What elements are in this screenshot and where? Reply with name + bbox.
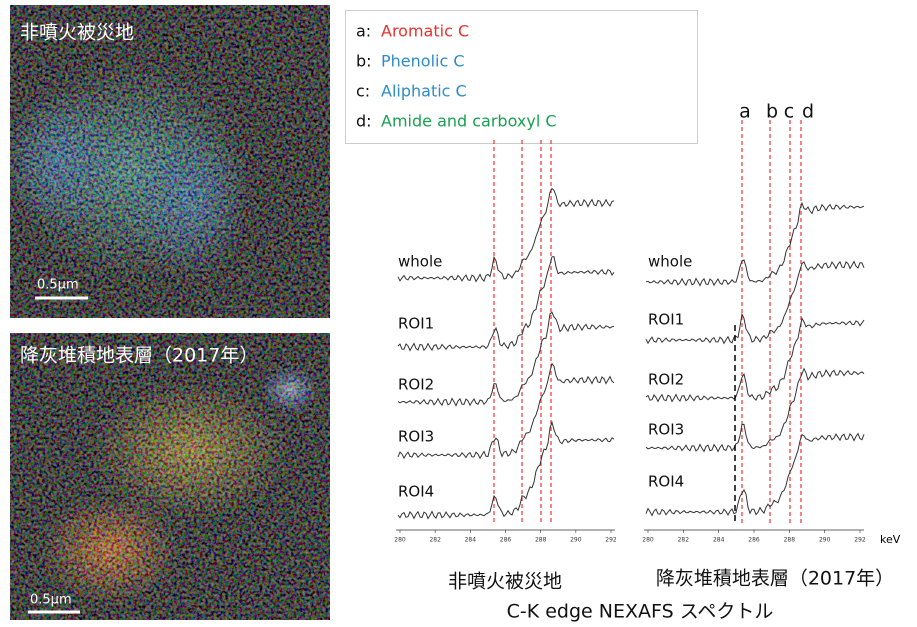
row-label: ROI3 xyxy=(398,428,434,446)
scale-label: 0.5μm xyxy=(37,278,79,293)
tick-label: 290 xyxy=(819,537,831,544)
micrograph-bottom xyxy=(10,333,330,620)
row-label: ROI2 xyxy=(398,376,434,394)
figure: 非噴火被災地 0.5μm 降灰堆積地表層（2017年） 0.5μm a: Arom… xyxy=(0,0,917,627)
peak-label: b xyxy=(766,101,778,123)
row-label: whole xyxy=(398,253,442,271)
legend-key: b: xyxy=(356,52,372,71)
tick-label: 292 xyxy=(605,537,617,544)
tick-label: 290 xyxy=(570,537,582,544)
tick-label: 286 xyxy=(748,537,760,544)
legend-text: Aromatic C xyxy=(381,22,469,41)
row-label: ROI3 xyxy=(648,421,684,439)
tick-label: 288 xyxy=(535,537,547,544)
image-label: 降灰堆積地表層（2017年） xyxy=(20,345,258,367)
scale-label: 0.5μm xyxy=(30,593,72,608)
peak-label: a xyxy=(739,101,751,123)
spectrum xyxy=(646,319,864,402)
row-label: ROI4 xyxy=(398,483,434,501)
peak-label: d xyxy=(802,101,814,123)
tick-label: 280 xyxy=(394,537,406,544)
row-label: ROI4 xyxy=(648,473,684,491)
legend-text: Amide and carboxyl C xyxy=(381,112,557,131)
tick-label: 282 xyxy=(429,537,441,544)
row-label: ROI2 xyxy=(648,371,684,389)
tick-label: 282 xyxy=(678,537,690,544)
legend-key: c: xyxy=(356,82,370,101)
caption: C-K edge NEXAFS スペクトル xyxy=(507,601,774,623)
spectrum xyxy=(398,257,614,351)
row-label: ROI1 xyxy=(648,311,684,329)
row-label: whole xyxy=(648,253,692,271)
panel-title: 非噴火被災地 xyxy=(448,571,562,593)
panel-title: 降灰堆積地表層（2017年） xyxy=(656,568,894,590)
legend-key: d: xyxy=(356,112,372,131)
tick-label: 288 xyxy=(784,537,796,544)
tick-label: 284 xyxy=(465,537,477,544)
image-label: 非噴火被災地 xyxy=(20,22,134,44)
legend-key: a: xyxy=(356,22,371,41)
spectrum xyxy=(646,203,864,286)
spectrum xyxy=(646,262,864,344)
micrograph-top xyxy=(0,5,330,318)
tick-label: 292 xyxy=(854,537,866,544)
tick-label: 280 xyxy=(642,537,654,544)
tick-label: 284 xyxy=(713,537,725,544)
legend-text: Aliphatic C xyxy=(381,82,467,101)
axis-unit: keV xyxy=(880,533,901,546)
legend-text: Phenolic C xyxy=(381,52,465,71)
peak-label: c xyxy=(784,101,794,123)
tick-label: 286 xyxy=(500,537,512,544)
row-label: ROI1 xyxy=(398,315,434,333)
